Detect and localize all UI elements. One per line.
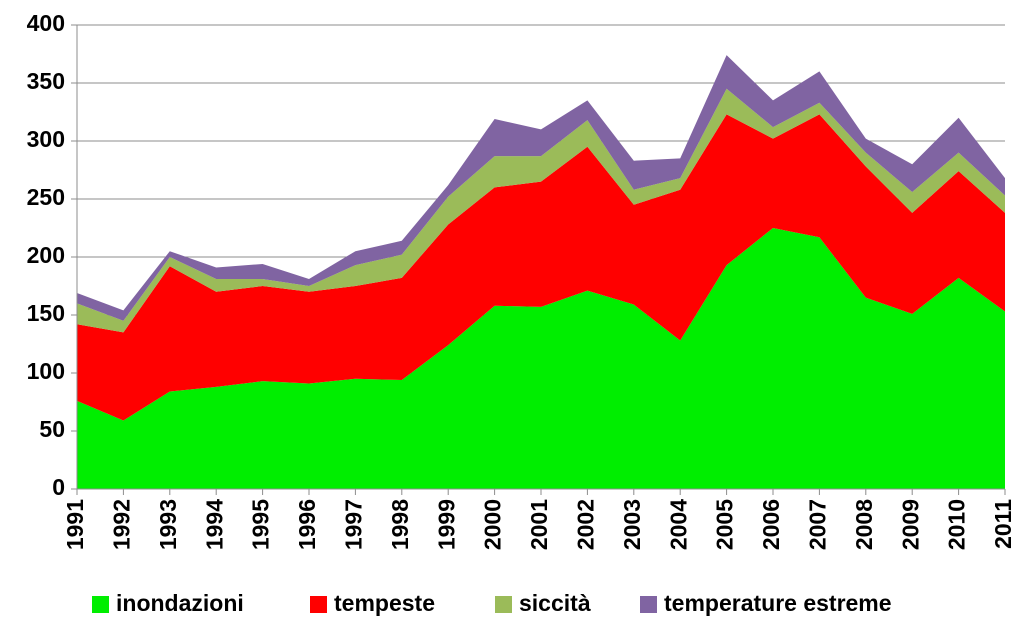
y-tick-label: 250 — [27, 184, 65, 210]
legend-swatch — [310, 596, 327, 613]
x-tick-label: 2005 — [712, 499, 738, 550]
legend-label: inondazioni — [116, 590, 244, 616]
x-tick-label: 1998 — [387, 499, 413, 550]
x-tick-label: 1993 — [155, 499, 181, 550]
y-tick-label: 200 — [27, 242, 65, 268]
legend-label: tempeste — [334, 590, 435, 616]
x-tick-label: 2002 — [572, 499, 598, 550]
x-tick-label: 1994 — [201, 499, 227, 550]
area — [77, 228, 1005, 489]
x-tick-label: 2001 — [526, 499, 552, 550]
y-tick-label: 0 — [52, 474, 65, 500]
x-tick-label: 1997 — [340, 499, 366, 550]
y-tick-label: 150 — [27, 300, 65, 326]
x-tick-label: 2000 — [480, 499, 506, 550]
legend-label: siccità — [519, 590, 591, 616]
legend-swatch — [640, 596, 657, 613]
x-tick-label: 1992 — [108, 499, 134, 550]
x-tick-label: 1999 — [433, 499, 459, 550]
legend-swatch — [92, 596, 109, 613]
x-tick-label: 2009 — [897, 499, 923, 550]
y-tick-label: 300 — [27, 126, 65, 152]
x-tick-label: 1995 — [248, 499, 274, 550]
x-tick-label: 2007 — [804, 499, 830, 550]
x-tick-label: 2008 — [851, 499, 877, 550]
y-tick-label: 400 — [27, 10, 65, 36]
x-tick-label: 1996 — [294, 499, 320, 550]
y-tick-label: 350 — [27, 68, 65, 94]
y-tick-label: 50 — [39, 416, 65, 442]
x-tick-label: 1991 — [62, 499, 88, 550]
x-tick-label: 2006 — [758, 499, 784, 550]
legend-swatch — [495, 596, 512, 613]
x-tick-label: 2003 — [619, 499, 645, 550]
area — [77, 55, 1005, 321]
x-tick-label: 2004 — [665, 499, 691, 550]
legend-label: temperature estreme — [664, 590, 892, 616]
x-tick-label: 2011 — [990, 499, 1016, 549]
y-tick-label: 100 — [27, 358, 65, 384]
x-tick-label: 2010 — [944, 499, 970, 550]
area — [77, 114, 1005, 421]
